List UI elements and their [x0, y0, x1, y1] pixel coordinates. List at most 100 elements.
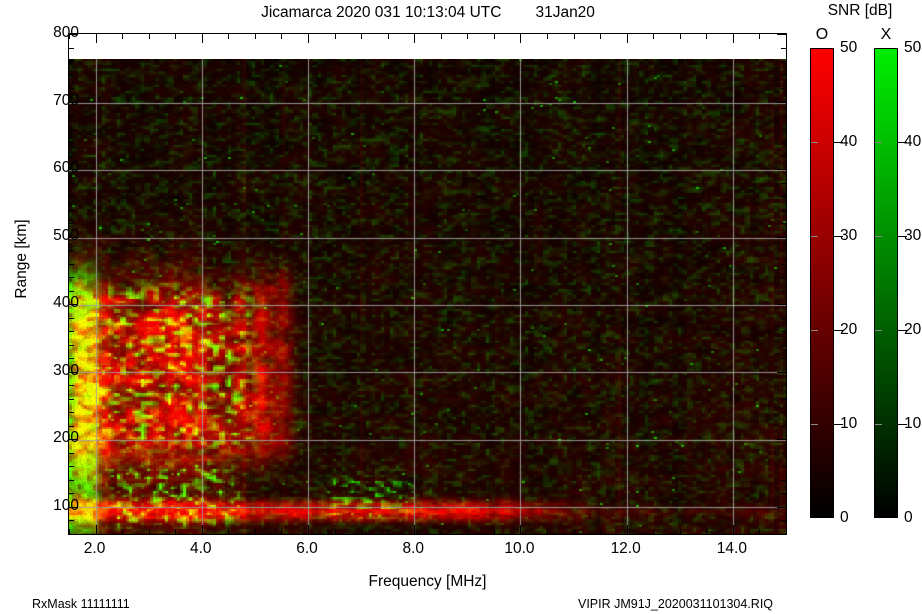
x-tick-bottom-2.0 — [96, 525, 97, 534]
y-tick-left-520 — [69, 223, 74, 224]
x-tick-top-12.0 — [627, 34, 628, 43]
plot-title: Jicamarca 2020 031 10:13:04 UTC 31Jan20 — [68, 2, 788, 24]
colorbar-o-tick-40 — [834, 142, 843, 143]
y-tick-left-260 — [69, 399, 74, 400]
x-tick-top-14.0 — [733, 34, 734, 43]
y-tick-right-600 — [777, 169, 786, 170]
y-tick-right-180 — [781, 453, 786, 454]
x-tick-bottom-13.0 — [680, 529, 681, 534]
x-tick-label-4.0: 4.0 — [189, 540, 212, 557]
colorbar-o-tick-20 — [834, 330, 843, 331]
x-tick-bottom-3.0 — [149, 529, 150, 534]
x-tick-bottom-11.5 — [600, 529, 601, 534]
x-tick-label-14.0: 14.0 — [716, 540, 747, 557]
y-tick-right-460 — [781, 264, 786, 265]
colorbar-o-tick-inner-10 — [811, 424, 818, 425]
colorbar-x-label-0: 0 — [904, 509, 913, 526]
y-tick-left-80 — [69, 520, 74, 521]
y-tick-right-160 — [781, 466, 786, 467]
y-tick-left-700 — [69, 102, 78, 103]
colorbar-o-label-20: 20 — [840, 321, 858, 338]
y-tick-label-100: 100 — [53, 496, 79, 514]
colorbar-x-tick-inner-20 — [875, 330, 882, 331]
y-tick-left-780 — [69, 48, 74, 49]
x-tick-top-14.5 — [759, 34, 760, 39]
x-tick-top-15.0 — [786, 34, 787, 39]
x-tick-bottom-10.5 — [547, 529, 548, 534]
colorbar-x-letter: X — [880, 26, 892, 43]
y-tick-right-60 — [781, 534, 786, 535]
x-tick-top-1.5 — [69, 34, 70, 39]
x-tick-bottom-12.0 — [627, 525, 628, 534]
colorbar-o-tick-inner-40 — [811, 142, 818, 143]
x-tick-top-3.0 — [149, 34, 150, 39]
x-tick-bottom-11.0 — [574, 529, 575, 534]
y-tick-left-620 — [69, 156, 74, 157]
colorbar-o-tick-10 — [834, 424, 843, 425]
y-tick-right-800 — [777, 34, 786, 35]
x-tick-top-6.5 — [335, 34, 336, 39]
y-tick-left-140 — [69, 480, 74, 481]
y-tick-right-360 — [781, 331, 786, 332]
y-tick-label-600: 600 — [53, 159, 79, 177]
y-tick-left-640 — [69, 142, 74, 143]
y-tick-right-140 — [781, 480, 786, 481]
y-tick-left-160 — [69, 466, 74, 467]
x-tick-bottom-9.0 — [467, 529, 468, 534]
x-tick-top-4.0 — [202, 34, 203, 43]
y-tick-left-320 — [69, 358, 74, 359]
y-tick-right-720 — [781, 88, 786, 89]
y-tick-label-300: 300 — [53, 361, 79, 379]
y-tick-right-300 — [777, 372, 786, 373]
colorbar-o-tick-inner-20 — [811, 330, 818, 331]
x-tick-top-5.5 — [281, 34, 282, 39]
y-tick-left-240 — [69, 412, 74, 413]
x-tick-label-12.0: 12.0 — [610, 540, 641, 557]
x-tick-bottom-14.5 — [759, 529, 760, 534]
x-tick-top-11.0 — [574, 34, 575, 39]
x-tick-bottom-6.5 — [335, 529, 336, 534]
x-tick-bottom-7.0 — [361, 529, 362, 534]
x-tick-bottom-6.0 — [308, 525, 309, 534]
colorbar-x-label-40: 40 — [904, 133, 922, 150]
ionogram-plot-frame — [68, 33, 787, 535]
y-tick-left-720 — [69, 88, 74, 89]
y-tick-left-180 — [69, 453, 74, 454]
title-date-short: 31Jan20 — [535, 4, 595, 21]
x-tick-top-2.5 — [122, 34, 123, 39]
colorbar-o-label-10: 10 — [840, 415, 858, 432]
x-tick-bottom-14.0 — [733, 525, 734, 534]
y-axis-title: Range [km] — [13, 219, 30, 299]
x-tick-bottom-15.0 — [786, 529, 787, 534]
y-tick-left-220 — [69, 426, 74, 427]
y-tick-right-620 — [781, 156, 786, 157]
y-tick-left-300 — [69, 372, 78, 373]
y-tick-right-640 — [781, 142, 786, 143]
x-tick-top-13.5 — [706, 34, 707, 39]
colorbar-o-letter: O — [815, 26, 829, 43]
y-tick-left-400 — [69, 304, 78, 305]
x-tick-bottom-8.0 — [414, 525, 415, 534]
colorbar-o-label-50: 50 — [840, 39, 858, 56]
y-tick-left-60 — [69, 534, 74, 535]
y-tick-label-200: 200 — [53, 429, 79, 447]
ionogram-data-area — [69, 59, 786, 534]
colorbar-x-gradient — [874, 48, 898, 518]
y-tick-left-660 — [69, 129, 74, 130]
y-tick-left-420 — [69, 291, 74, 292]
y-tick-left-120 — [69, 493, 74, 494]
x-tick-bottom-2.5 — [122, 529, 123, 534]
colorbar-x-tick-inner-40 — [875, 142, 882, 143]
x-tick-top-9.5 — [494, 34, 495, 39]
colorbar-x-tick-40 — [898, 142, 907, 143]
y-tick-label-800: 800 — [53, 24, 79, 41]
y-tick-left-360 — [69, 331, 74, 332]
x-tick-bottom-7.5 — [388, 529, 389, 534]
y-tick-left-580 — [69, 183, 74, 184]
x-tick-bottom-3.5 — [175, 529, 176, 534]
colorbar-x-label-50: 50 — [904, 39, 922, 56]
y-tick-right-740 — [781, 75, 786, 76]
x-tick-bottom-12.5 — [653, 529, 654, 534]
y-tick-right-220 — [781, 426, 786, 427]
x-tick-top-6.0 — [308, 34, 309, 43]
